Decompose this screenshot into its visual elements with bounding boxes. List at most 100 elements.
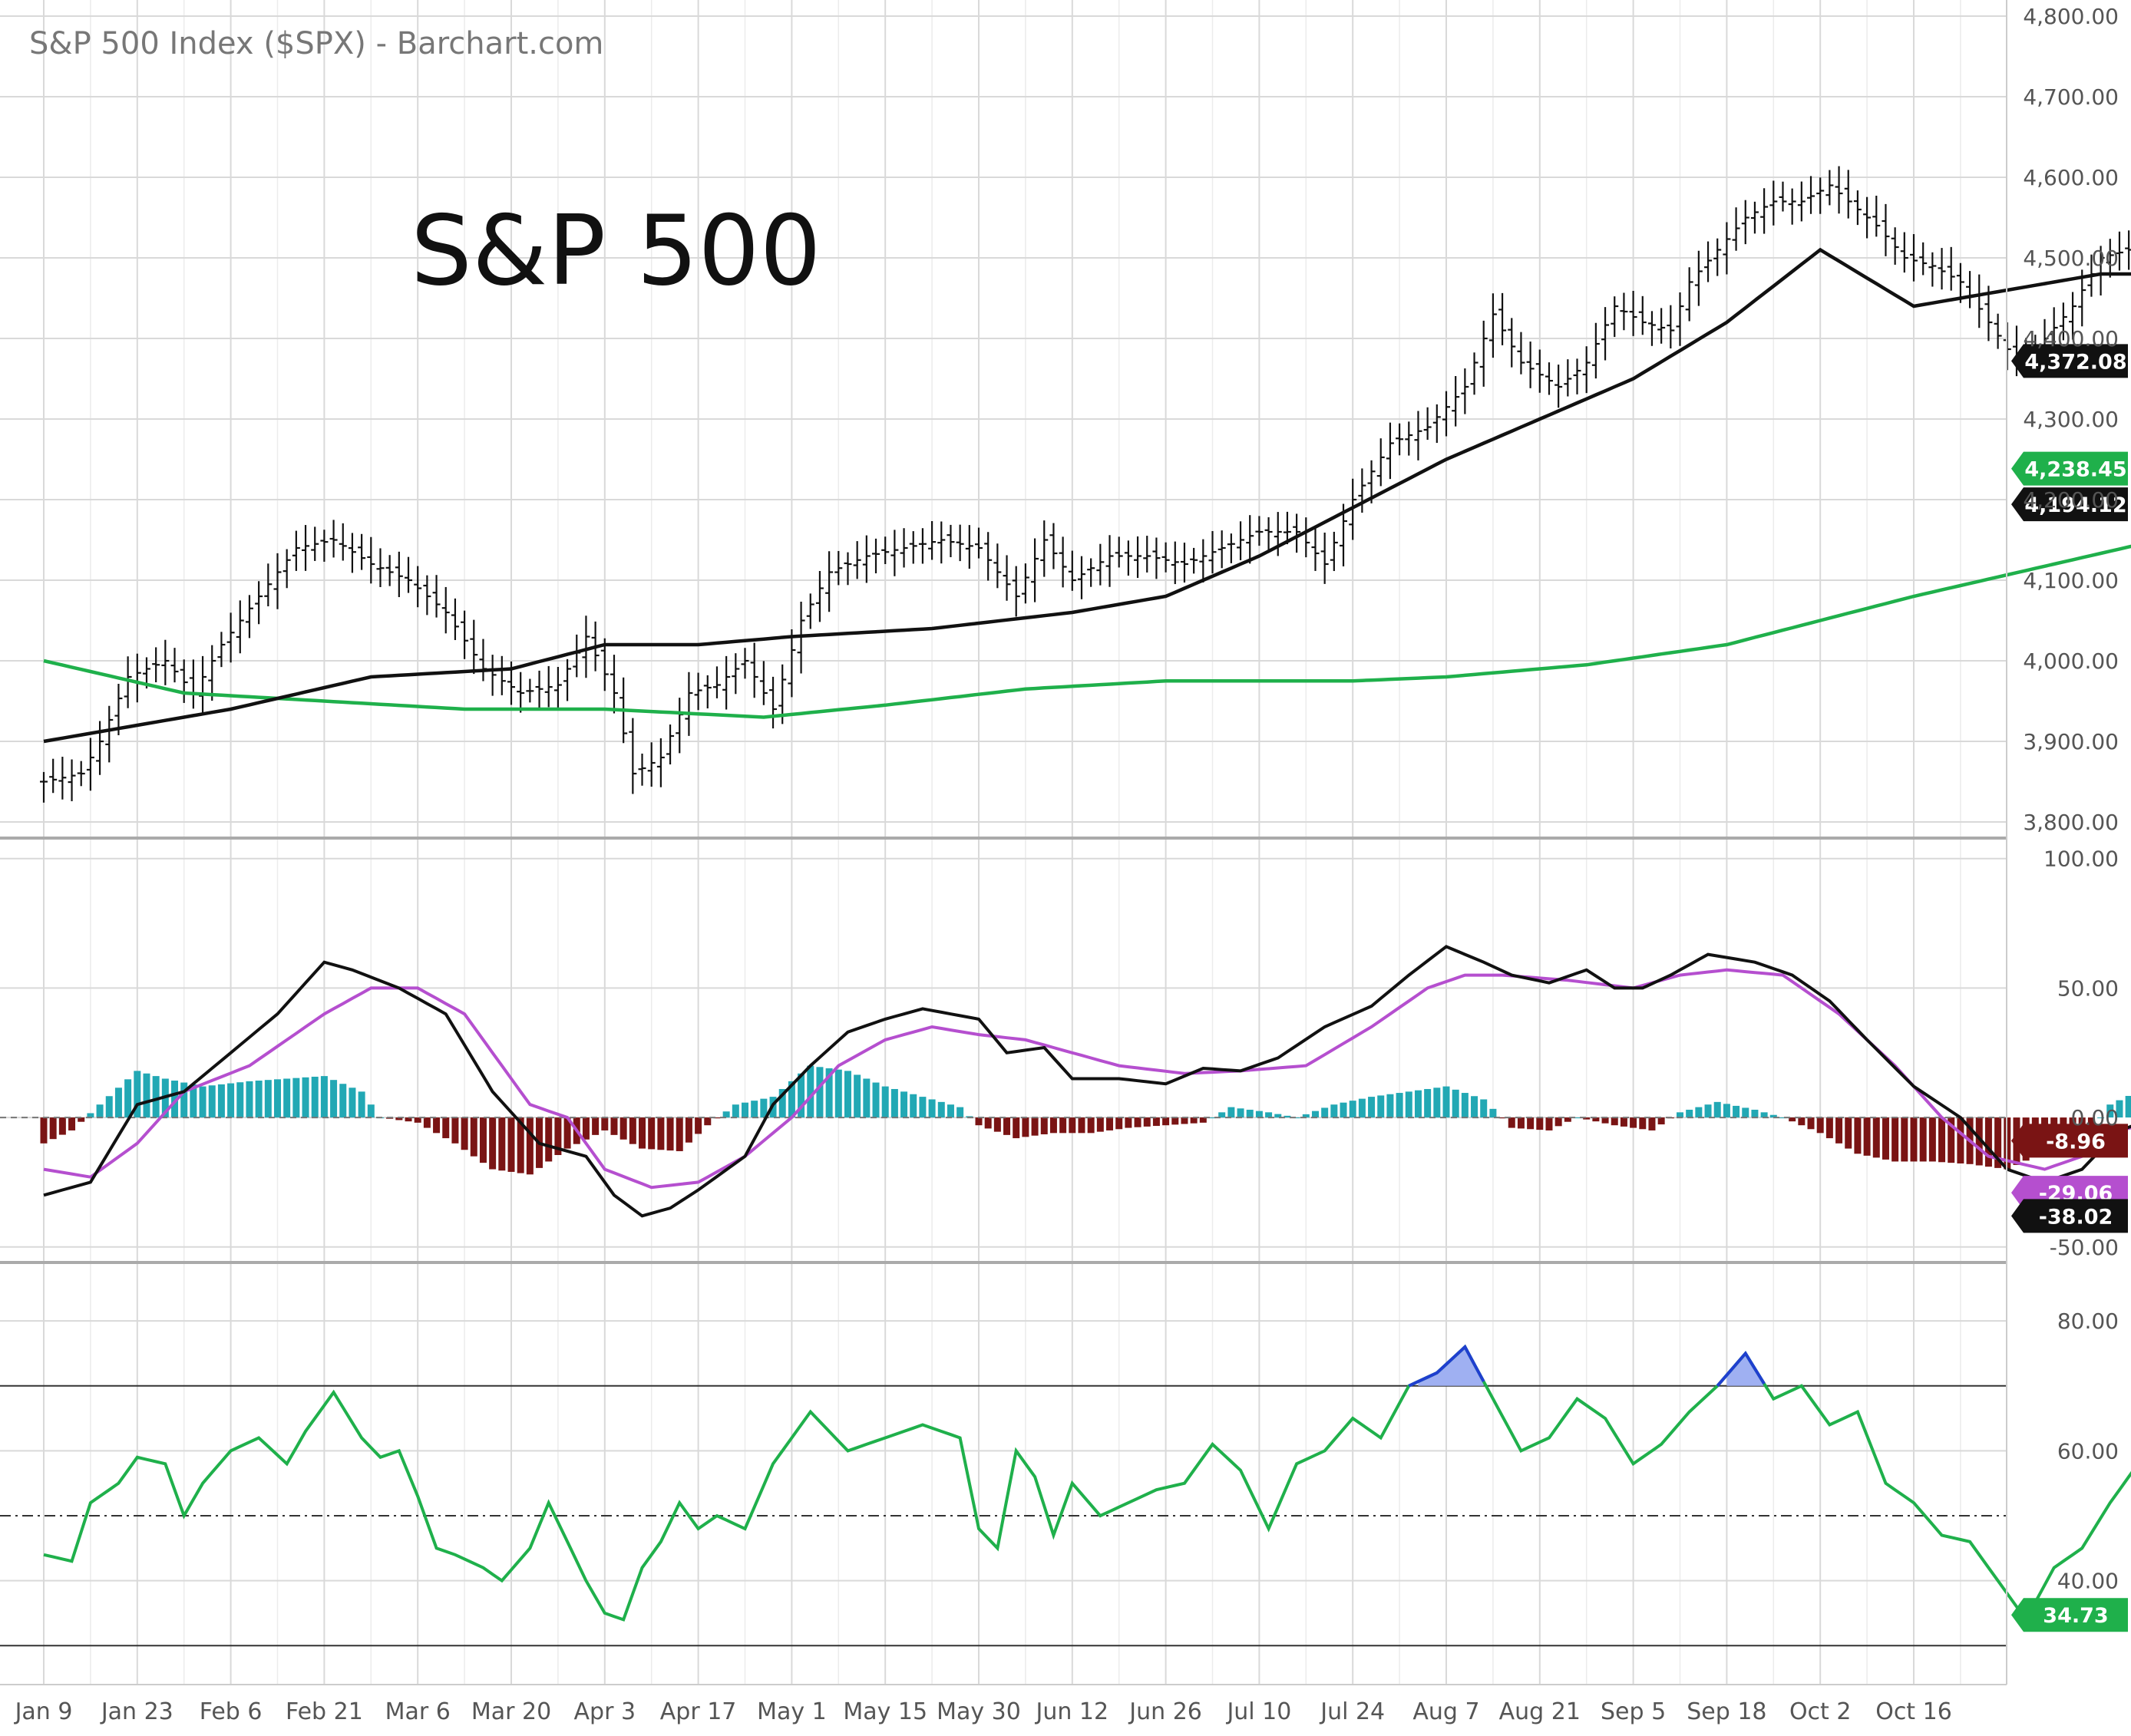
macd-histogram-bar [1657, 1117, 1665, 1125]
grid-layer [0, 0, 2007, 1685]
macd-histogram-bar [461, 1117, 468, 1150]
ohlc-bar [432, 575, 441, 618]
value-tag-shape [2011, 1199, 2128, 1233]
macd-histogram-bar [1069, 1117, 1076, 1134]
ohlc-bar [1077, 556, 1085, 599]
x-tick-label: Jan 23 [100, 1698, 173, 1725]
ohlc-bar [2115, 231, 2123, 271]
value-tag-text: 4,194.12 [2024, 493, 2126, 517]
macd-histogram-bar [742, 1102, 748, 1118]
macd-histogram-bar [1424, 1088, 1432, 1118]
rsi-overbought-line [1716, 1351, 1766, 1388]
y-tick-label: 4,200.00 [2023, 487, 2119, 513]
macd-signal-line [43, 968, 2131, 1190]
macd-histogram-bar [1377, 1095, 1385, 1118]
ohlc-bar [405, 556, 413, 593]
macd-histogram-bar [1845, 1117, 1852, 1149]
ohlc-bar [302, 525, 310, 571]
macd-histogram-bar [1386, 1094, 1394, 1118]
macd-histogram-bar [414, 1117, 421, 1123]
macd-histogram-bar [1246, 1109, 1254, 1118]
rsi-line [43, 1344, 2131, 1623]
macd-histogram-bar [798, 1073, 805, 1118]
ohlc-bar [1994, 313, 2002, 349]
macd-histogram-bar [1789, 1117, 1796, 1122]
ohlc-bar [1647, 311, 1656, 346]
ohlc-bar [703, 675, 712, 709]
macd-histogram-bar [395, 1117, 403, 1120]
value-tag-shape [2011, 1598, 2128, 1632]
macd-histogram-bar [1003, 1117, 1011, 1135]
macd-histogram-bar [1480, 1099, 1488, 1118]
ohlc-bar [264, 563, 273, 607]
macd-histogram-bar [1349, 1101, 1356, 1118]
ohlc-bar [1488, 293, 1497, 358]
ohlc-bar [348, 533, 356, 573]
ohlc-bar [788, 629, 796, 698]
macd-histogram-bar [283, 1078, 291, 1118]
ohlc-bar [1591, 322, 1600, 379]
macd-histogram-bar [1919, 1117, 1927, 1162]
macd-histogram-bar [657, 1117, 665, 1150]
macd-histogram-bar [1536, 1117, 1544, 1130]
macd-histogram-bar [1227, 1107, 1235, 1118]
ohlc-bar [339, 523, 347, 561]
ohlc-bar [1208, 530, 1217, 574]
ohlc-bar [1199, 539, 1208, 583]
macd-histogram-bar [274, 1079, 281, 1118]
macd-histogram-bar [1574, 1117, 1581, 1119]
macd-histogram-bar [180, 1082, 188, 1118]
ohlc-bar [1825, 170, 1834, 206]
rsi-overbought-fill [1726, 1353, 1765, 1386]
ohlc-bar [1629, 290, 1637, 336]
macd-histogram-bar [666, 1117, 674, 1151]
ohlc-bar [170, 648, 179, 683]
macd-histogram-bar [1330, 1104, 1338, 1118]
ohlc-bar [49, 758, 58, 794]
macd-histogram-bar [947, 1104, 954, 1118]
macd-histogram-bar [844, 1071, 851, 1118]
ohlc-bar [461, 610, 469, 659]
ohlc-bar [937, 521, 946, 564]
macd-panel: -8.96-29.06-38.02 [0, 945, 2131, 1233]
ohlc-bar [834, 550, 843, 586]
ohlc-bar [282, 549, 291, 589]
y-tick-label: 50.00 [2057, 975, 2119, 1001]
ohlc-bar [311, 526, 319, 561]
macd-histogram-bar [40, 1117, 48, 1144]
x-tick-label: Aug 7 [1412, 1698, 1479, 1725]
macd-histogram-bar [1872, 1117, 1880, 1158]
ohlc-bar [1143, 536, 1151, 573]
macd-histogram-bar [1798, 1117, 1806, 1126]
macd-histogram-bar [1218, 1112, 1226, 1118]
macd-histogram-bar [517, 1117, 524, 1173]
macd-histogram-bar [648, 1117, 656, 1150]
macd-histogram-bar [1209, 1117, 1216, 1119]
macd-histogram-bar [676, 1117, 683, 1151]
ohlc-bar [86, 738, 94, 791]
ohlc-bar [610, 655, 618, 714]
macd-histogram-bar [1115, 1117, 1123, 1130]
ohlc-bar [1564, 359, 1572, 397]
ohlc-bar [1657, 308, 1666, 344]
macd-histogram-bar [1713, 1101, 1721, 1118]
macd-histogram-bar [1863, 1117, 1871, 1156]
ohlc-bar [517, 672, 525, 713]
ohlc-bar [1003, 555, 1011, 601]
ohlc-bar [1535, 349, 1544, 393]
ohlc-bar [217, 632, 226, 668]
macd-histogram-bar [1975, 1117, 1983, 1166]
macd-histogram-bar [881, 1086, 889, 1118]
macd-histogram-bar [1471, 1096, 1478, 1118]
ohlc-bar [1807, 176, 1815, 214]
macd-histogram-bar [704, 1117, 712, 1126]
ohlc-bar [1835, 166, 1843, 214]
value-tag-text: 34.73 [2043, 1604, 2108, 1628]
macd-histogram-bar [1125, 1117, 1132, 1128]
ohlc-bar [497, 655, 506, 695]
macd-histogram-bar [171, 1081, 179, 1118]
y-tick-label: 0.00 [2071, 1105, 2119, 1130]
ohlc-bar [890, 530, 899, 576]
ohlc-bar [329, 520, 338, 558]
